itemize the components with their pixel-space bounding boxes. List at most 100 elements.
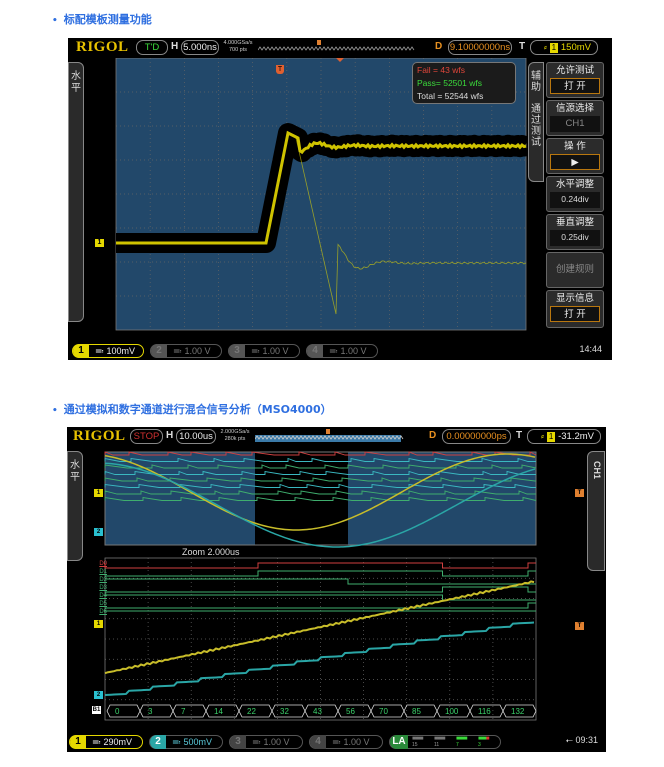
horizontal-label: H: [166, 430, 174, 441]
channel-2-scale[interactable]: 2 ≕ 1.00 V: [150, 344, 222, 358]
channel-3-scale[interactable]: 3 ≕ 1.00 V: [228, 344, 300, 358]
channel-number: 3: [229, 344, 245, 358]
fail-count: Fail = 43 wfs: [417, 65, 465, 75]
run-status[interactable]: T'D: [136, 40, 168, 55]
la-group-label: 3: [478, 742, 481, 748]
softkey-5[interactable]: 垂直调整 0.25div: [546, 214, 604, 250]
ch2-marker[interactable]: 2: [94, 691, 103, 699]
trigger-level-value: 150mV: [560, 42, 591, 53]
ch1-marker[interactable]: 1: [95, 239, 104, 247]
bus-segment: [172, 704, 207, 718]
trigger-level-marker[interactable]: T: [575, 622, 584, 630]
digital-label-d2[interactable]: D2: [99, 577, 107, 583]
bus-value: 132: [511, 707, 525, 716]
bus-value: 14: [214, 707, 223, 716]
digital-label-d5[interactable]: D5: [99, 601, 107, 607]
channel-4-scale[interactable]: 4 ≕ 1.00 V: [306, 344, 378, 358]
bus-segment: [106, 704, 141, 718]
timebase-value[interactable]: 5.000ns: [181, 40, 219, 55]
la-group: ■■■■ 7: [456, 736, 476, 748]
channel-1-scale[interactable]: 1 ≕ 100mV: [72, 344, 144, 358]
pass-fail-stats: Fail = 43 wfs Pass= 52501 wfs Total = 52…: [412, 62, 516, 104]
digital-overview-trace: [104, 477, 536, 482]
rising-edge-icon: ⸗: [543, 42, 547, 53]
ch1-waveform: [104, 580, 535, 675]
channel-2-scale[interactable]: 2 ≕ 500mV: [149, 735, 223, 749]
ch2-marker-upper[interactable]: 2: [94, 528, 103, 536]
ch2-waveform: [104, 621, 535, 696]
tab-utility[interactable]: 辅助 通过测试: [528, 62, 544, 182]
digital-overview-trace: [104, 496, 537, 501]
channel-3-scale[interactable]: 3 ≕ 1.00 V: [229, 735, 303, 749]
memory-position-bar[interactable]: [258, 40, 418, 54]
tab-ch1[interactable]: CH1: [587, 451, 605, 571]
timebase-value[interactable]: 10.00us: [176, 429, 216, 444]
digital-label-d1[interactable]: D1: [99, 569, 107, 575]
delay-value[interactable]: 9.10000000ns: [448, 40, 512, 55]
softkey-3[interactable]: 操 作 ▶: [546, 138, 604, 174]
la-label: LA: [390, 735, 408, 749]
clock: 14:44: [579, 344, 602, 354]
digital-label-d4[interactable]: D4: [99, 593, 107, 599]
digital-overview-trace: [104, 490, 536, 495]
bus-value: 7: [181, 707, 186, 716]
la-group: ■■■■ 3: [478, 736, 498, 748]
channel-scale-value: 1.00 V: [262, 346, 289, 356]
trigger-level[interactable]: ⸗ 1 150mV: [530, 40, 598, 55]
delay-value[interactable]: 0.00000000ps: [442, 429, 511, 444]
ch1-marker[interactable]: 1: [94, 620, 103, 628]
channel-scale-value: 100mV: [106, 346, 136, 356]
run-status[interactable]: STOP: [130, 429, 163, 444]
tab-horizontal[interactable]: 水平: [68, 62, 84, 322]
scope-screenshot-mixed-signal: RIGOL STOP H 10.00us 2.000GSa/s 280k pts …: [67, 427, 606, 752]
trigger-position-icon: [326, 429, 330, 434]
channel-1-scale[interactable]: 1 ≕ 290mV: [69, 735, 143, 749]
channel-number: 1: [73, 344, 89, 358]
tab-horizontal[interactable]: 水平: [67, 451, 83, 561]
scope-screenshot-mask-test: RIGOL T'D H 5.000ns 4.000GSa/s 700 pts D …: [68, 38, 612, 360]
section-title-mixed-signal: 通过模拟和数字通道进行混合信号分析（MSO4000）: [52, 401, 332, 417]
trigger-level-marker-upper[interactable]: T: [575, 489, 584, 497]
usb-icon: ⭠: [565, 735, 573, 745]
channel-4-scale[interactable]: 4 ≕ 1.00 V: [309, 735, 383, 749]
digital-label-d0[interactable]: D0: [99, 561, 107, 567]
digital-trace-d0: [104, 562, 536, 569]
trigger-level-value: -31.2mV: [558, 431, 594, 442]
bus-marker[interactable]: B1: [92, 706, 101, 714]
channel-status-bar: 1 ≕ 100mV 2 ≕ 1.00 V 3 ≕ 1.00 V 4 ≕ 1.00 V: [68, 342, 612, 360]
bus-value: 100: [445, 707, 459, 716]
softkey-1[interactable]: 允许测试打 开: [546, 62, 604, 98]
digital-label-d6[interactable]: D6: [99, 609, 107, 615]
ch1-marker-upper[interactable]: 1: [94, 489, 103, 497]
memory-position-bar[interactable]: [255, 429, 405, 443]
channel-scale-value: 290mV: [103, 737, 133, 747]
memory-depth: 280k pts: [224, 436, 246, 442]
digital-trace-d5: [105, 602, 536, 609]
digital-label-d3[interactable]: D3: [99, 585, 107, 591]
logic-analyzer-status[interactable]: LA ■■■■ 15 ■■■■ 11 ■■■■ 7 ■■■■ 3: [389, 735, 501, 749]
softkey-2[interactable]: 信源选择 CH1: [546, 100, 604, 136]
channel-number: 3: [230, 735, 246, 749]
softkey-4[interactable]: 水平调整 0.24div: [546, 176, 604, 212]
bus-value: 43: [313, 707, 322, 716]
bus-value: 70: [379, 707, 388, 716]
trigger-marker[interactable]: T: [276, 65, 284, 74]
digital-overview-trace: [104, 457, 536, 462]
softkey-6[interactable]: 创建规则: [546, 252, 604, 288]
rigol-logo: RIGOL: [73, 428, 126, 444]
digital-overview-trace: [104, 464, 537, 469]
softkey-7[interactable]: 显示信息打 开: [546, 290, 604, 328]
trigger-position-icon: [317, 40, 321, 45]
bus-value: 85: [412, 707, 421, 716]
softkey-value: 0.25div: [550, 230, 600, 246]
channel-scale-value: 1.00 V: [343, 737, 370, 747]
la-channel-indicators: ■■■■: [412, 736, 424, 742]
rigol-logo: RIGOL: [76, 39, 129, 55]
ch1-waveform: [116, 130, 527, 245]
la-group-label: 7: [456, 742, 459, 748]
bus-segment: [139, 704, 174, 718]
bus-value: 22: [247, 707, 256, 716]
trigger-label: T: [519, 41, 526, 52]
la-channel-indicators: ■■■■: [478, 736, 489, 742]
trigger-level[interactable]: ⸗ 1 -31.2mV: [527, 429, 601, 444]
